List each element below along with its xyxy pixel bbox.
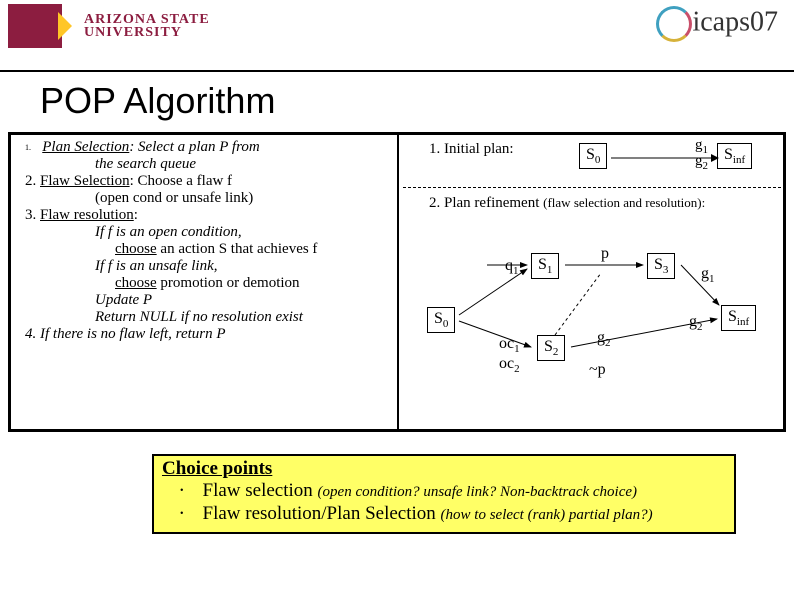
asu-burst-icon: [8, 4, 62, 48]
step-3: 3. Flaw resolution:: [25, 207, 391, 224]
header-bar: ARIZONA STATE UNIVERSITY icaps07: [0, 0, 794, 72]
refinement-label: 2. Plan refinement (flaw selection and r…: [429, 195, 705, 212]
icaps-logo: icaps07: [656, 6, 778, 42]
choice-l1: • Flaw selection (open condition? unsafe…: [162, 480, 726, 503]
node-sinf: Sinf: [717, 143, 752, 169]
asu-logo: ARIZONA STATE UNIVERSITY: [8, 4, 210, 48]
step-3d: If f is an unsafe link,: [25, 258, 391, 275]
step-3b: If f is an open condition,: [25, 224, 391, 241]
divider-dash: [403, 187, 781, 188]
step-1b: the search queue: [25, 156, 391, 173]
step-4: 4. If there is no flaw left, return P: [25, 326, 391, 343]
step-1: 1. Plan Selection: Select a plan P from: [25, 139, 391, 156]
choice-points-box: Choice points • Flaw selection (open con…: [152, 454, 736, 534]
algorithm-steps: 1. Plan Selection: Select a plan P from …: [11, 135, 399, 429]
step-3g: Return NULL if no resolution exist: [25, 309, 391, 326]
icaps-text: icaps07: [692, 6, 778, 37]
choice-l2: • Flaw resolution/Plan Selection (how to…: [162, 503, 726, 526]
main-box: 1. Plan Selection: Select a plan P from …: [8, 132, 786, 432]
step-2: 2. Flaw Selection: Choose a flaw f: [25, 173, 391, 190]
node-s0: S0: [579, 143, 607, 169]
choice-head: Choice points: [162, 458, 726, 480]
arrow-s0-sinf: [611, 153, 719, 163]
step-3f: Update P: [25, 292, 391, 309]
asu-line2: UNIVERSITY: [84, 26, 210, 39]
initial-plan-label: 1. Initial plan:: [429, 141, 514, 158]
step-2b: (open cond or unsafe link): [25, 190, 391, 207]
step-3c: choose an action S that achieves f: [25, 241, 391, 258]
slide-title: POP Algorithm: [40, 80, 275, 122]
swirl-icon: [656, 6, 692, 42]
asu-text: ARIZONA STATE UNIVERSITY: [84, 13, 210, 39]
step-3e: choose promotion or demotion: [25, 275, 391, 292]
refinement-arrows: [401, 215, 783, 415]
diagram-panel: 1. Initial plan: S0 g1 g2 Sinf 2. Plan r…: [401, 135, 783, 429]
